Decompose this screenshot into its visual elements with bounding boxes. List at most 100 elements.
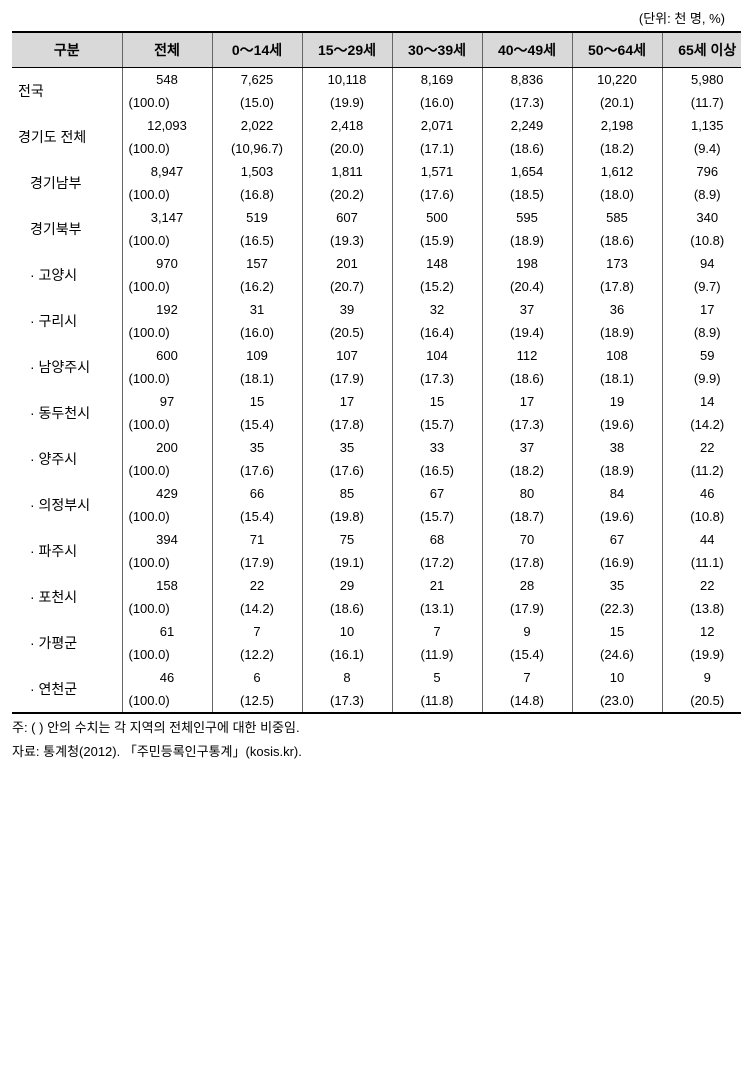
cell-percent: (100.0) bbox=[122, 505, 212, 528]
table-row: · 포천시158222921283522 bbox=[12, 574, 741, 597]
cell-percent: (100.0) bbox=[122, 321, 212, 344]
cell-value: 7 bbox=[392, 620, 482, 643]
cell-value: 2,022 bbox=[212, 114, 302, 137]
cell-percent: (18.7) bbox=[482, 505, 572, 528]
cell-value: 394 bbox=[122, 528, 212, 551]
cell-value: 35 bbox=[212, 436, 302, 459]
cell-percent: (14.2) bbox=[212, 597, 302, 620]
cell-value: 796 bbox=[662, 160, 741, 183]
cell-percent: (17.8) bbox=[482, 551, 572, 574]
cell-percent: (100.0) bbox=[122, 643, 212, 666]
cell-value: 80 bbox=[482, 482, 572, 505]
footnote-2: 자료: 통계청(2012). 「주민등록인구통계」(kosis.kr). bbox=[12, 742, 729, 762]
table-row: (100.0)(16.5)(19.3)(15.9)(18.9)(18.6)(10… bbox=[12, 229, 741, 252]
cell-value: 22 bbox=[212, 574, 302, 597]
table-row: (100.0)(15.4)(19.8)(15.7)(18.7)(19.6)(10… bbox=[12, 505, 741, 528]
cell-value: 84 bbox=[572, 482, 662, 505]
cell-percent: (11.8) bbox=[392, 689, 482, 713]
table-row: (100.0)(16.0)(20.5)(16.4)(19.4)(18.9)(8.… bbox=[12, 321, 741, 344]
table-row: · 파주시394717568706744 bbox=[12, 528, 741, 551]
col-header-age-50-64: 50～64세 bbox=[572, 32, 662, 68]
table-row: (100.0)(12.2)(16.1)(11.9)(15.4)(24.6)(19… bbox=[12, 643, 741, 666]
cell-value: 10 bbox=[302, 620, 392, 643]
table-row: · 양주시200353533373822 bbox=[12, 436, 741, 459]
cell-percent: (16.8) bbox=[212, 183, 302, 206]
cell-percent: (100.0) bbox=[122, 137, 212, 160]
cell-value: 68 bbox=[392, 528, 482, 551]
cell-value: 429 bbox=[122, 482, 212, 505]
cell-value: 340 bbox=[662, 206, 741, 229]
cell-value: 200 bbox=[122, 436, 212, 459]
cell-value: 15 bbox=[572, 620, 662, 643]
cell-percent: (14.2) bbox=[662, 413, 741, 436]
cell-percent: (15.4) bbox=[212, 413, 302, 436]
population-table: 구분 전체 0～14세 15～29세 30～39세 40～49세 50～64세 … bbox=[12, 31, 741, 714]
cell-percent: (100.0) bbox=[122, 367, 212, 390]
cell-value: 5 bbox=[392, 666, 482, 689]
table-row: (100.0)(16.2)(20.7)(15.2)(20.4)(17.8)(9.… bbox=[12, 275, 741, 298]
cell-percent: (16.0) bbox=[212, 321, 302, 344]
cell-percent: (10.8) bbox=[662, 229, 741, 252]
cell-value: 10,118 bbox=[302, 68, 392, 92]
cell-value: 201 bbox=[302, 252, 392, 275]
cell-percent: (9.4) bbox=[662, 137, 741, 160]
cell-value: 35 bbox=[572, 574, 662, 597]
cell-percent: (11.2) bbox=[662, 459, 741, 482]
region-label: 경기도 전체 bbox=[12, 114, 122, 160]
cell-value: 85 bbox=[302, 482, 392, 505]
cell-value: 157 bbox=[212, 252, 302, 275]
cell-percent: (18.6) bbox=[302, 597, 392, 620]
cell-percent: (100.0) bbox=[122, 597, 212, 620]
cell-percent: (18.2) bbox=[572, 137, 662, 160]
table-row: (100.0)(17.6)(17.6)(16.5)(18.2)(18.9)(11… bbox=[12, 459, 741, 482]
cell-percent: (11.7) bbox=[662, 91, 741, 114]
cell-value: 46 bbox=[662, 482, 741, 505]
cell-percent: (100.0) bbox=[122, 183, 212, 206]
table-row: (100.0)(16.8)(20.2)(17.6)(18.5)(18.0)(8.… bbox=[12, 183, 741, 206]
cell-percent: (19.4) bbox=[482, 321, 572, 344]
cell-percent: (18.0) bbox=[572, 183, 662, 206]
cell-value: 173 bbox=[572, 252, 662, 275]
cell-value: 112 bbox=[482, 344, 572, 367]
cell-value: 35 bbox=[302, 436, 392, 459]
cell-percent: (17.9) bbox=[482, 597, 572, 620]
cell-percent: (17.9) bbox=[302, 367, 392, 390]
cell-value: 14 bbox=[662, 390, 741, 413]
col-header-age-0-14: 0～14세 bbox=[212, 32, 302, 68]
cell-value: 15 bbox=[392, 390, 482, 413]
cell-percent: (100.0) bbox=[122, 413, 212, 436]
cell-value: 75 bbox=[302, 528, 392, 551]
cell-percent: (19.8) bbox=[302, 505, 392, 528]
cell-percent: (14.8) bbox=[482, 689, 572, 713]
cell-percent: (16.4) bbox=[392, 321, 482, 344]
cell-percent: (8.9) bbox=[662, 183, 741, 206]
table-row: (100.0)(15.4)(17.8)(15.7)(17.3)(19.6)(14… bbox=[12, 413, 741, 436]
cell-percent: (22.3) bbox=[572, 597, 662, 620]
table-row: 경기도 전체12,0932,0222,4182,0712,2492,1981,1… bbox=[12, 114, 741, 137]
cell-value: 9 bbox=[662, 666, 741, 689]
table-row: (100.0)(17.9)(19.1)(17.2)(17.8)(16.9)(11… bbox=[12, 551, 741, 574]
region-label: · 남양주시 bbox=[12, 344, 122, 390]
cell-value: 33 bbox=[392, 436, 482, 459]
table-row: (100.0)(14.2)(18.6)(13.1)(17.9)(22.3)(13… bbox=[12, 597, 741, 620]
region-label: · 포천시 bbox=[12, 574, 122, 620]
cell-value: 44 bbox=[662, 528, 741, 551]
cell-percent: (100.0) bbox=[122, 229, 212, 252]
cell-percent: (16.2) bbox=[212, 275, 302, 298]
cell-percent: (20.0) bbox=[302, 137, 392, 160]
cell-value: 970 bbox=[122, 252, 212, 275]
cell-percent: (18.1) bbox=[572, 367, 662, 390]
table-row: (100.0)(10,96.7)(20.0)(17.1)(18.6)(18.2)… bbox=[12, 137, 741, 160]
cell-percent: (18.6) bbox=[482, 137, 572, 160]
cell-value: 198 bbox=[482, 252, 572, 275]
col-header-age-40-49: 40～49세 bbox=[482, 32, 572, 68]
cell-value: 1,571 bbox=[392, 160, 482, 183]
cell-percent: (18.6) bbox=[482, 367, 572, 390]
cell-value: 10 bbox=[572, 666, 662, 689]
cell-value: 67 bbox=[572, 528, 662, 551]
cell-value: 7 bbox=[212, 620, 302, 643]
cell-percent: (18.5) bbox=[482, 183, 572, 206]
region-label: 경기북부 bbox=[12, 206, 122, 252]
table-header-row: 구분 전체 0～14세 15～29세 30～39세 40～49세 50～64세 … bbox=[12, 32, 741, 68]
cell-percent: (18.1) bbox=[212, 367, 302, 390]
